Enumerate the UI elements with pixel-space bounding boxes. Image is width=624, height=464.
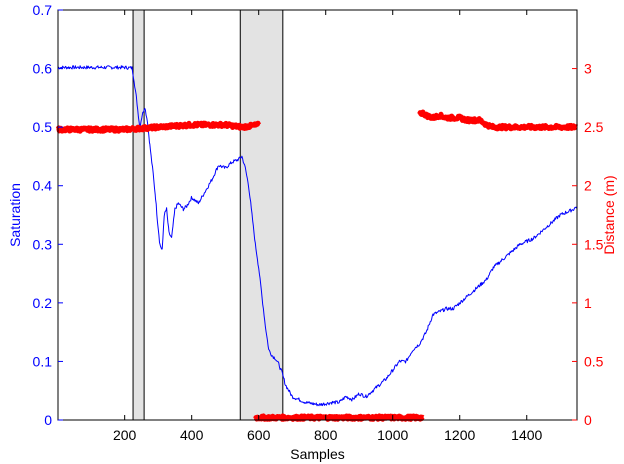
right-y-tick-label: 2 xyxy=(584,178,592,194)
left-y-axis-ticks: 0 0.1 0.2 0.3 0.4 0.5 0.6 0.7 xyxy=(33,2,63,428)
right-y-tick-label: 3 xyxy=(584,61,592,77)
right-y-tick-label: 0 xyxy=(584,412,592,428)
x-axis-label: Samples xyxy=(290,446,344,462)
x-axis-ticks: 200 400 600 800 1000 1200 1400 xyxy=(113,10,543,443)
x-tick-label: 800 xyxy=(314,427,338,443)
x-tick-label: 200 xyxy=(113,427,137,443)
left-y-tick-label: 0.3 xyxy=(33,236,53,252)
right-y-tick-label: 2.5 xyxy=(584,119,604,135)
left-y-tick-label: 0 xyxy=(44,412,52,428)
x-tick-label: 1000 xyxy=(377,427,408,443)
left-y-tick-label: 0.2 xyxy=(33,295,53,311)
left-y-tick-label: 0.1 xyxy=(33,353,53,369)
left-y-tick-label: 0.7 xyxy=(33,2,53,18)
left-y-tick-label: 0.4 xyxy=(33,178,53,194)
shaded-regions xyxy=(132,9,284,421)
distance-series xyxy=(55,109,579,422)
saturation-line xyxy=(57,65,578,407)
distance-line-1 xyxy=(55,120,261,134)
left-y-tick-label: 0.5 xyxy=(33,119,53,135)
left-y-axis-label: Saturation xyxy=(7,183,23,247)
shaded-region-1 xyxy=(132,9,145,421)
right-y-tick-label: 0.5 xyxy=(584,353,604,369)
shaded-region-2 xyxy=(239,9,284,421)
x-tick-label: 400 xyxy=(180,427,204,443)
x-tick-label: 600 xyxy=(247,427,271,443)
x-tick-label: 1200 xyxy=(444,427,475,443)
left-y-tick-label: 0.6 xyxy=(33,61,53,77)
right-y-tick-label: 1.5 xyxy=(584,236,604,252)
distance-line-3 xyxy=(253,413,425,422)
plot-frame xyxy=(57,9,578,421)
distance-line-2 xyxy=(417,109,579,132)
right-y-axis-ticks: 0 0.5 1 1.5 2 2.5 3 xyxy=(572,61,604,428)
right-y-tick-label: 1 xyxy=(584,295,592,311)
right-y-axis-label: Distance (m) xyxy=(601,175,617,254)
x-tick-label: 1400 xyxy=(511,427,542,443)
saturation-series xyxy=(57,65,578,407)
